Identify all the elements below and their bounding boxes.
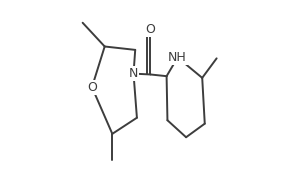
Text: O: O xyxy=(87,81,97,94)
Text: O: O xyxy=(145,23,155,36)
Text: N: N xyxy=(129,67,138,80)
Text: NH: NH xyxy=(168,51,187,64)
